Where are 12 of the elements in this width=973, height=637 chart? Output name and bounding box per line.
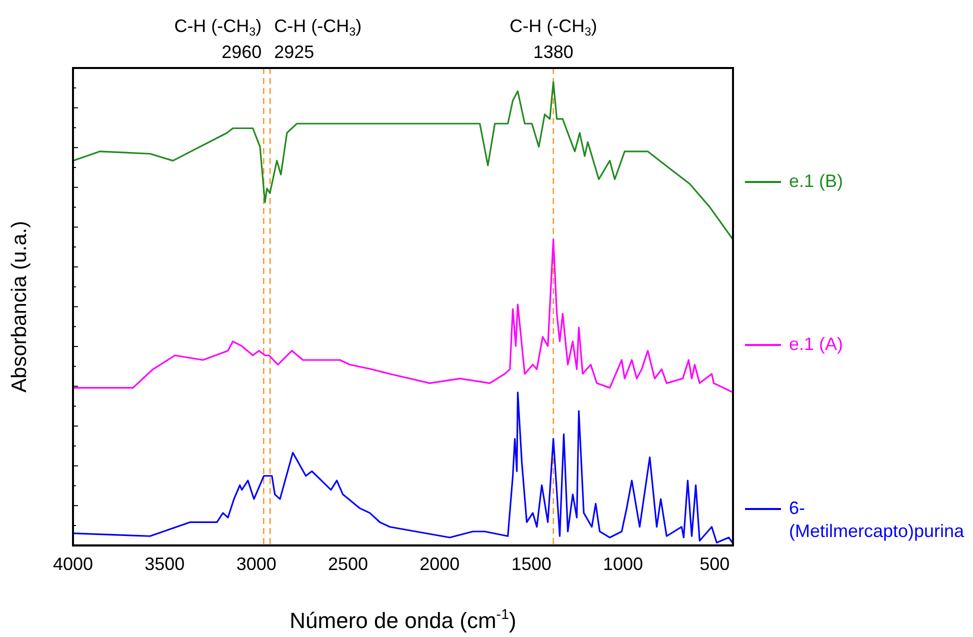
- x-tick-label: 2500: [328, 554, 368, 574]
- x-tick-label: 1000: [602, 554, 644, 574]
- x-tick-label: 500: [700, 554, 730, 574]
- x-tick-label: 2000: [420, 554, 460, 574]
- legend-label: e.1 (A): [789, 333, 844, 356]
- legend-label: e.1 (B): [789, 170, 844, 193]
- x-tick-label: 3500: [144, 554, 185, 574]
- legend-label: 6-(Metilmercapto)purina: [789, 497, 966, 543]
- x-tick-label: 1500: [511, 554, 552, 574]
- x-tick-label: 3000: [236, 554, 276, 574]
- y-axis-title: Absorbancia (u.a.): [8, 220, 31, 392]
- x-tick-label: 4000: [52, 554, 94, 574]
